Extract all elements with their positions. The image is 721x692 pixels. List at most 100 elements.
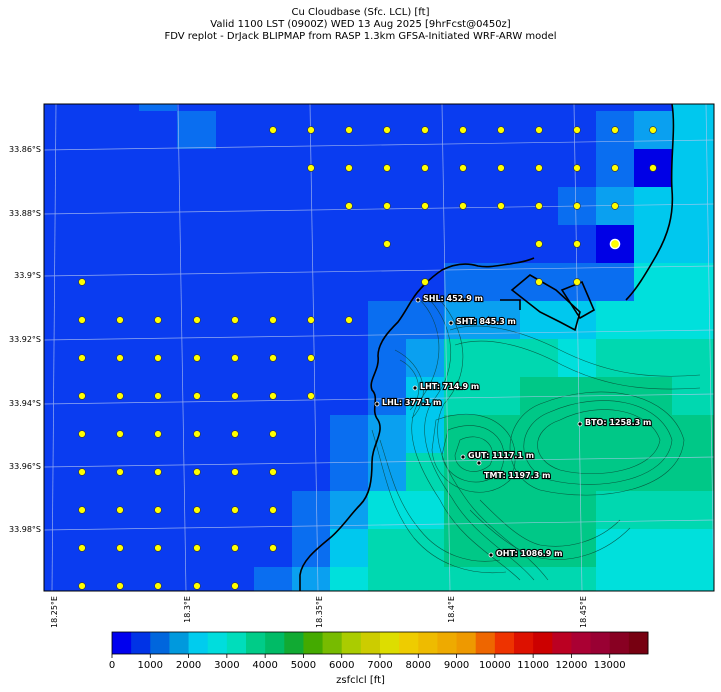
grid-point-marker [231,506,239,514]
grid-point-marker [193,316,201,324]
colorbar-swatch [284,632,304,654]
colorbar-swatch [207,632,228,654]
station-dot [476,460,482,466]
grid-point-marker [345,164,353,172]
colorbar-swatches [112,632,649,654]
colorbar-swatch [188,632,209,654]
grid-point-marker [193,430,201,438]
colorbar-swatch [169,632,190,654]
grid-point-marker [78,468,86,476]
terrain-contours [371,299,701,581]
contour-line [454,340,701,390]
colorbar-swatch [418,632,438,654]
title-line-3: FDV replot - DrJack BLIPMAP from RASP 1.… [164,31,557,42]
colorbar-tick-label: 9000 [444,660,469,671]
grid-point-marker [269,506,277,514]
grid-point-marker [154,392,162,400]
station-label: SHT: 845.3 m [456,317,516,326]
field-cell [444,301,520,339]
y-tick-label: 33.88°S [9,209,41,218]
field-cell [406,377,444,415]
station-dot [374,401,380,407]
grid-point-marker [116,354,124,362]
grid-point-marker [231,430,239,438]
field-cell [368,339,406,377]
x-tick-label: 18.45°E [579,596,588,628]
grid-line-lat [44,393,714,405]
colorbar-swatch [360,632,381,654]
contour-line [437,299,549,581]
station-label: OHT: 1086.9 m [496,549,563,558]
colorbar: 0 1000 2000 3000 4000 5000 6000 7000 8000 9000 100… [109,631,649,671]
station-label: BTO: 1258.3 m [585,418,651,427]
grid-point-marker [116,430,124,438]
field-cell [596,529,714,567]
grid-line-lat [44,329,714,341]
grid-point-marker [154,506,162,514]
grid-line-lat [44,203,714,215]
grid-point-marker [269,126,277,134]
marker-row [345,202,619,210]
grid-point-marker [154,544,162,552]
stations: SHL: 452.9 m SHT: 845.3 m LHT: 714.9 m L… [374,293,652,559]
marker-row [78,544,277,552]
field-cell [520,263,596,301]
grid-point-marker [307,164,315,172]
grid-point-marker [383,240,391,248]
grid-point-marker [193,354,201,362]
field-cell [368,415,406,491]
grid-line-lon [573,104,583,591]
field-cell [596,339,714,377]
station-bto: BTO: 1258.3 m [577,417,652,428]
title-line-2: Valid 1100 LST (0900Z) WED 13 Aug 2025 [… [210,19,511,30]
field-cell [254,567,292,591]
grid-point-marker [497,126,505,134]
grid-point-marker [535,202,543,210]
x-axis-labels: 18.25°E 18.3°E 18.35°E 18.4°E 18.45°E [50,596,588,628]
grid-point-marker [307,316,315,324]
grid-point-marker [193,544,201,552]
colorbar-tick-label: 10000 [479,660,511,671]
grid-point-marker [116,468,124,476]
grid-point-marker [307,126,315,134]
colorbar-tick-label: 2000 [176,660,201,671]
station-gut: GUT: 1117.1 m [460,450,535,461]
grid-point-marker [231,544,239,552]
field-cell [368,529,444,567]
grid-point-marker [78,278,86,286]
grid-point-marker [193,468,201,476]
colorbar-swatch [341,632,362,654]
field-cell [672,149,714,187]
station-dot [488,552,494,558]
contour-line [479,499,621,547]
station-oht: OHT: 1086.9 m [488,548,564,559]
field-cell [330,415,368,491]
colorbar-swatch [514,632,534,654]
grid-point-marker [573,202,581,210]
contour-line [523,400,673,485]
station-label: SHL: 452.9 m [423,294,483,303]
grid-point-marker [459,126,467,134]
field-cell [444,491,596,529]
grid-point-marker [78,392,86,400]
field-cell [634,263,714,301]
grid-point-marker [78,506,86,514]
colorbar-ticks: 0 1000 2000 3000 4000 5000 6000 7000 8000 9000 100… [109,654,626,671]
grid-point-marker [535,126,543,134]
colorbar-swatch [533,632,553,654]
grid-line-lon [309,104,319,591]
field-cell [292,491,330,529]
colorbar-swatch [628,632,649,654]
grid-point-marker [573,278,581,286]
grid-point-marker-highlight [609,238,621,250]
station-dot [415,297,421,303]
marker-row [307,164,657,172]
colorbar-label: zsfclcl [ft] [336,675,385,686]
field-cell [596,567,714,591]
grid-point-marker [78,430,86,438]
field-cell [139,104,177,111]
colorbar-tick-label: 4000 [252,660,277,671]
contour-line [431,414,516,493]
field-cell [368,377,406,415]
